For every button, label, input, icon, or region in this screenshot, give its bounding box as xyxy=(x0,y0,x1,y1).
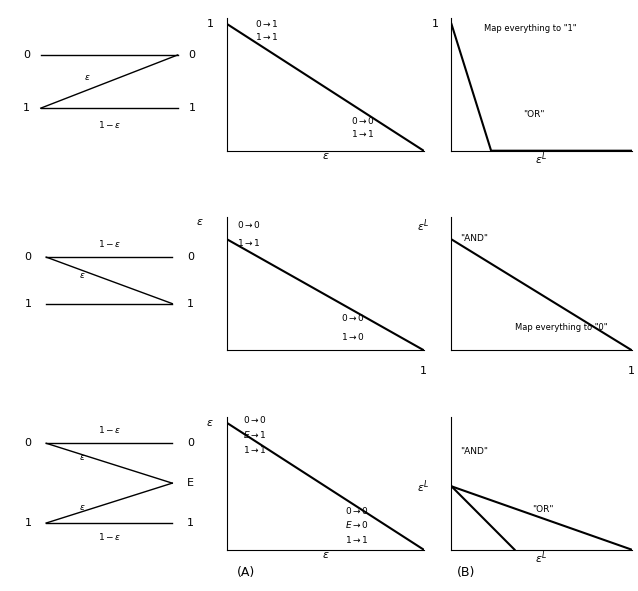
Text: 0: 0 xyxy=(189,50,196,60)
Text: $\epsilon^L$: $\epsilon^L$ xyxy=(417,217,430,234)
Text: 1: 1 xyxy=(23,103,30,113)
Text: $\epsilon$: $\epsilon$ xyxy=(84,73,91,82)
Text: "OR": "OR" xyxy=(533,505,554,514)
Text: (B): (B) xyxy=(457,566,475,579)
Text: $0\rightarrow 0$: $0\rightarrow 0$ xyxy=(243,414,267,426)
Text: $\epsilon$: $\epsilon$ xyxy=(79,502,85,512)
Text: (A): (A) xyxy=(237,566,255,579)
Text: 1: 1 xyxy=(628,366,635,376)
Text: 1: 1 xyxy=(25,518,32,528)
Text: 0: 0 xyxy=(187,439,194,448)
Text: $1\rightarrow 0$: $1\rightarrow 0$ xyxy=(341,330,365,342)
Text: $1-\epsilon$: $1-\epsilon$ xyxy=(98,531,121,542)
Text: $\epsilon$: $\epsilon$ xyxy=(205,418,213,428)
Text: $E\rightarrow 1$: $E\rightarrow 1$ xyxy=(243,429,267,440)
Text: $0\rightarrow 0$: $0\rightarrow 0$ xyxy=(237,219,261,230)
Text: 1: 1 xyxy=(25,298,32,309)
Text: 1: 1 xyxy=(420,366,427,376)
Text: $\epsilon$: $\epsilon$ xyxy=(196,217,204,227)
X-axis label: $\epsilon$: $\epsilon$ xyxy=(322,151,329,161)
Text: 1: 1 xyxy=(432,19,439,29)
Text: "AND": "AND" xyxy=(461,447,489,456)
Text: $1\rightarrow 1$: $1\rightarrow 1$ xyxy=(255,31,278,43)
Text: $0\rightarrow 1$: $0\rightarrow 1$ xyxy=(255,18,278,29)
Text: 1: 1 xyxy=(206,19,213,29)
Text: 0: 0 xyxy=(25,439,32,448)
Text: $1\rightarrow 1$: $1\rightarrow 1$ xyxy=(351,128,375,139)
Text: $1\rightarrow 1$: $1\rightarrow 1$ xyxy=(237,238,261,248)
Text: 0: 0 xyxy=(187,252,194,262)
Text: $0\rightarrow 0$: $0\rightarrow 0$ xyxy=(341,312,365,323)
Text: $\epsilon$: $\epsilon$ xyxy=(79,453,85,462)
Text: $E\rightarrow 0$: $E\rightarrow 0$ xyxy=(345,519,369,530)
X-axis label: $\epsilon^L$: $\epsilon^L$ xyxy=(535,151,548,167)
Text: "OR": "OR" xyxy=(524,111,545,119)
Text: $0\rightarrow 0$: $0\rightarrow 0$ xyxy=(351,115,375,126)
X-axis label: $\epsilon$: $\epsilon$ xyxy=(322,550,329,560)
Text: 0: 0 xyxy=(25,252,32,262)
Text: $1\rightarrow 1$: $1\rightarrow 1$ xyxy=(345,534,369,545)
Text: E: E xyxy=(187,478,194,488)
Text: 1: 1 xyxy=(187,298,194,309)
Text: "AND": "AND" xyxy=(461,234,489,243)
Text: $0\rightarrow 0$: $0\rightarrow 0$ xyxy=(345,505,369,516)
Text: Map everything to "0": Map everything to "0" xyxy=(514,323,607,332)
Text: $\epsilon^L$: $\epsilon^L$ xyxy=(417,478,430,495)
Text: $1-\epsilon$: $1-\epsilon$ xyxy=(98,119,121,129)
Text: Map everything to "1": Map everything to "1" xyxy=(484,24,576,33)
Text: 1: 1 xyxy=(189,103,196,113)
Text: $1-\epsilon$: $1-\epsilon$ xyxy=(98,424,121,436)
Text: 0: 0 xyxy=(23,50,30,60)
Text: $1\rightarrow 1$: $1\rightarrow 1$ xyxy=(243,444,267,454)
Text: $1-\epsilon$: $1-\epsilon$ xyxy=(98,238,121,249)
Text: 1: 1 xyxy=(187,518,194,528)
X-axis label: $\epsilon^L$: $\epsilon^L$ xyxy=(535,550,548,566)
Text: $\epsilon$: $\epsilon$ xyxy=(79,271,85,280)
